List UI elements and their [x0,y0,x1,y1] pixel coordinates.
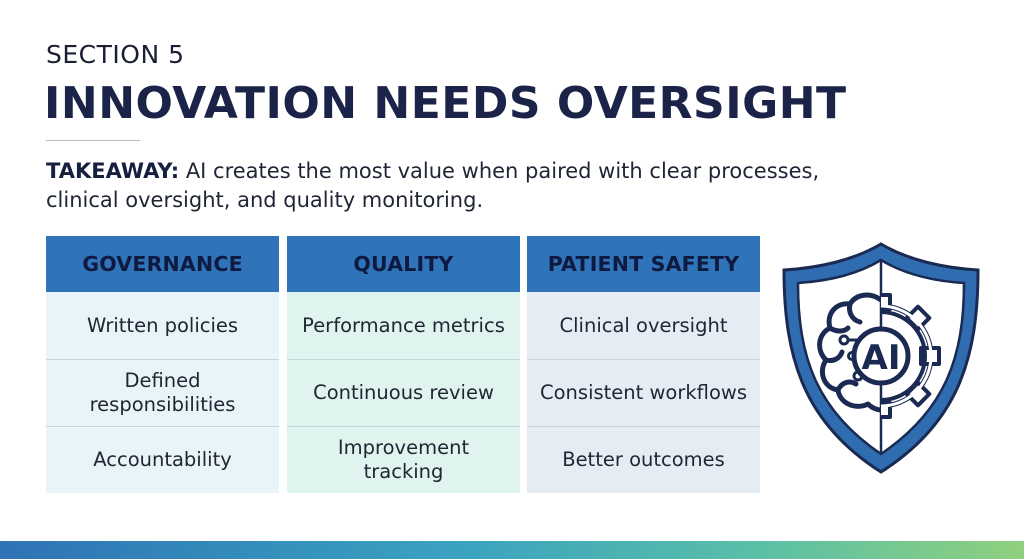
column-item: Better outcomes [527,426,760,493]
takeaway-label: TAKEAWAY: [46,159,180,183]
column-item: Written policies [86,313,239,337]
page-title: INNOVATION NEEDS OVERSIGHT [44,78,847,129]
column-item: Performance metrics [302,313,505,337]
ai-shield-icon: AI [782,242,980,474]
column-item: Clinical oversight [559,313,728,337]
column-heading: QUALITY [287,236,520,292]
column-heading: PATIENT SAFETY [527,236,760,292]
column-item: Continuous review [287,359,520,426]
column-patient-safety: PATIENT SAFETY Clinical oversight Consis… [527,236,760,495]
section-label: SECTION 5 [46,40,185,69]
column-item: Improvement tracking [287,426,520,493]
column-item: Defined responsibilities [46,359,279,426]
column-quality: QUALITY Performance metrics Continuous r… [287,236,520,495]
column-body: Performance metrics Continuous review Im… [287,292,520,493]
column-heading: GOVERNANCE [46,236,279,292]
shield-ai-text: AI [862,338,901,378]
column-item: Accountability [46,426,279,493]
column-governance: GOVERNANCE Written policies Defined resp… [46,236,279,495]
takeaway: TAKEAWAY: AI creates the most value when… [46,157,866,215]
column-body: Written policies Defined responsibilitie… [46,292,279,493]
column-item: Consistent workflows [527,359,760,426]
title-divider [46,140,140,141]
column-body: Clinical oversight Consistent workflows … [527,292,760,493]
takeaway-text: AI creates the most value when paired wi… [46,159,820,212]
bottom-gradient-bar [0,541,1024,559]
